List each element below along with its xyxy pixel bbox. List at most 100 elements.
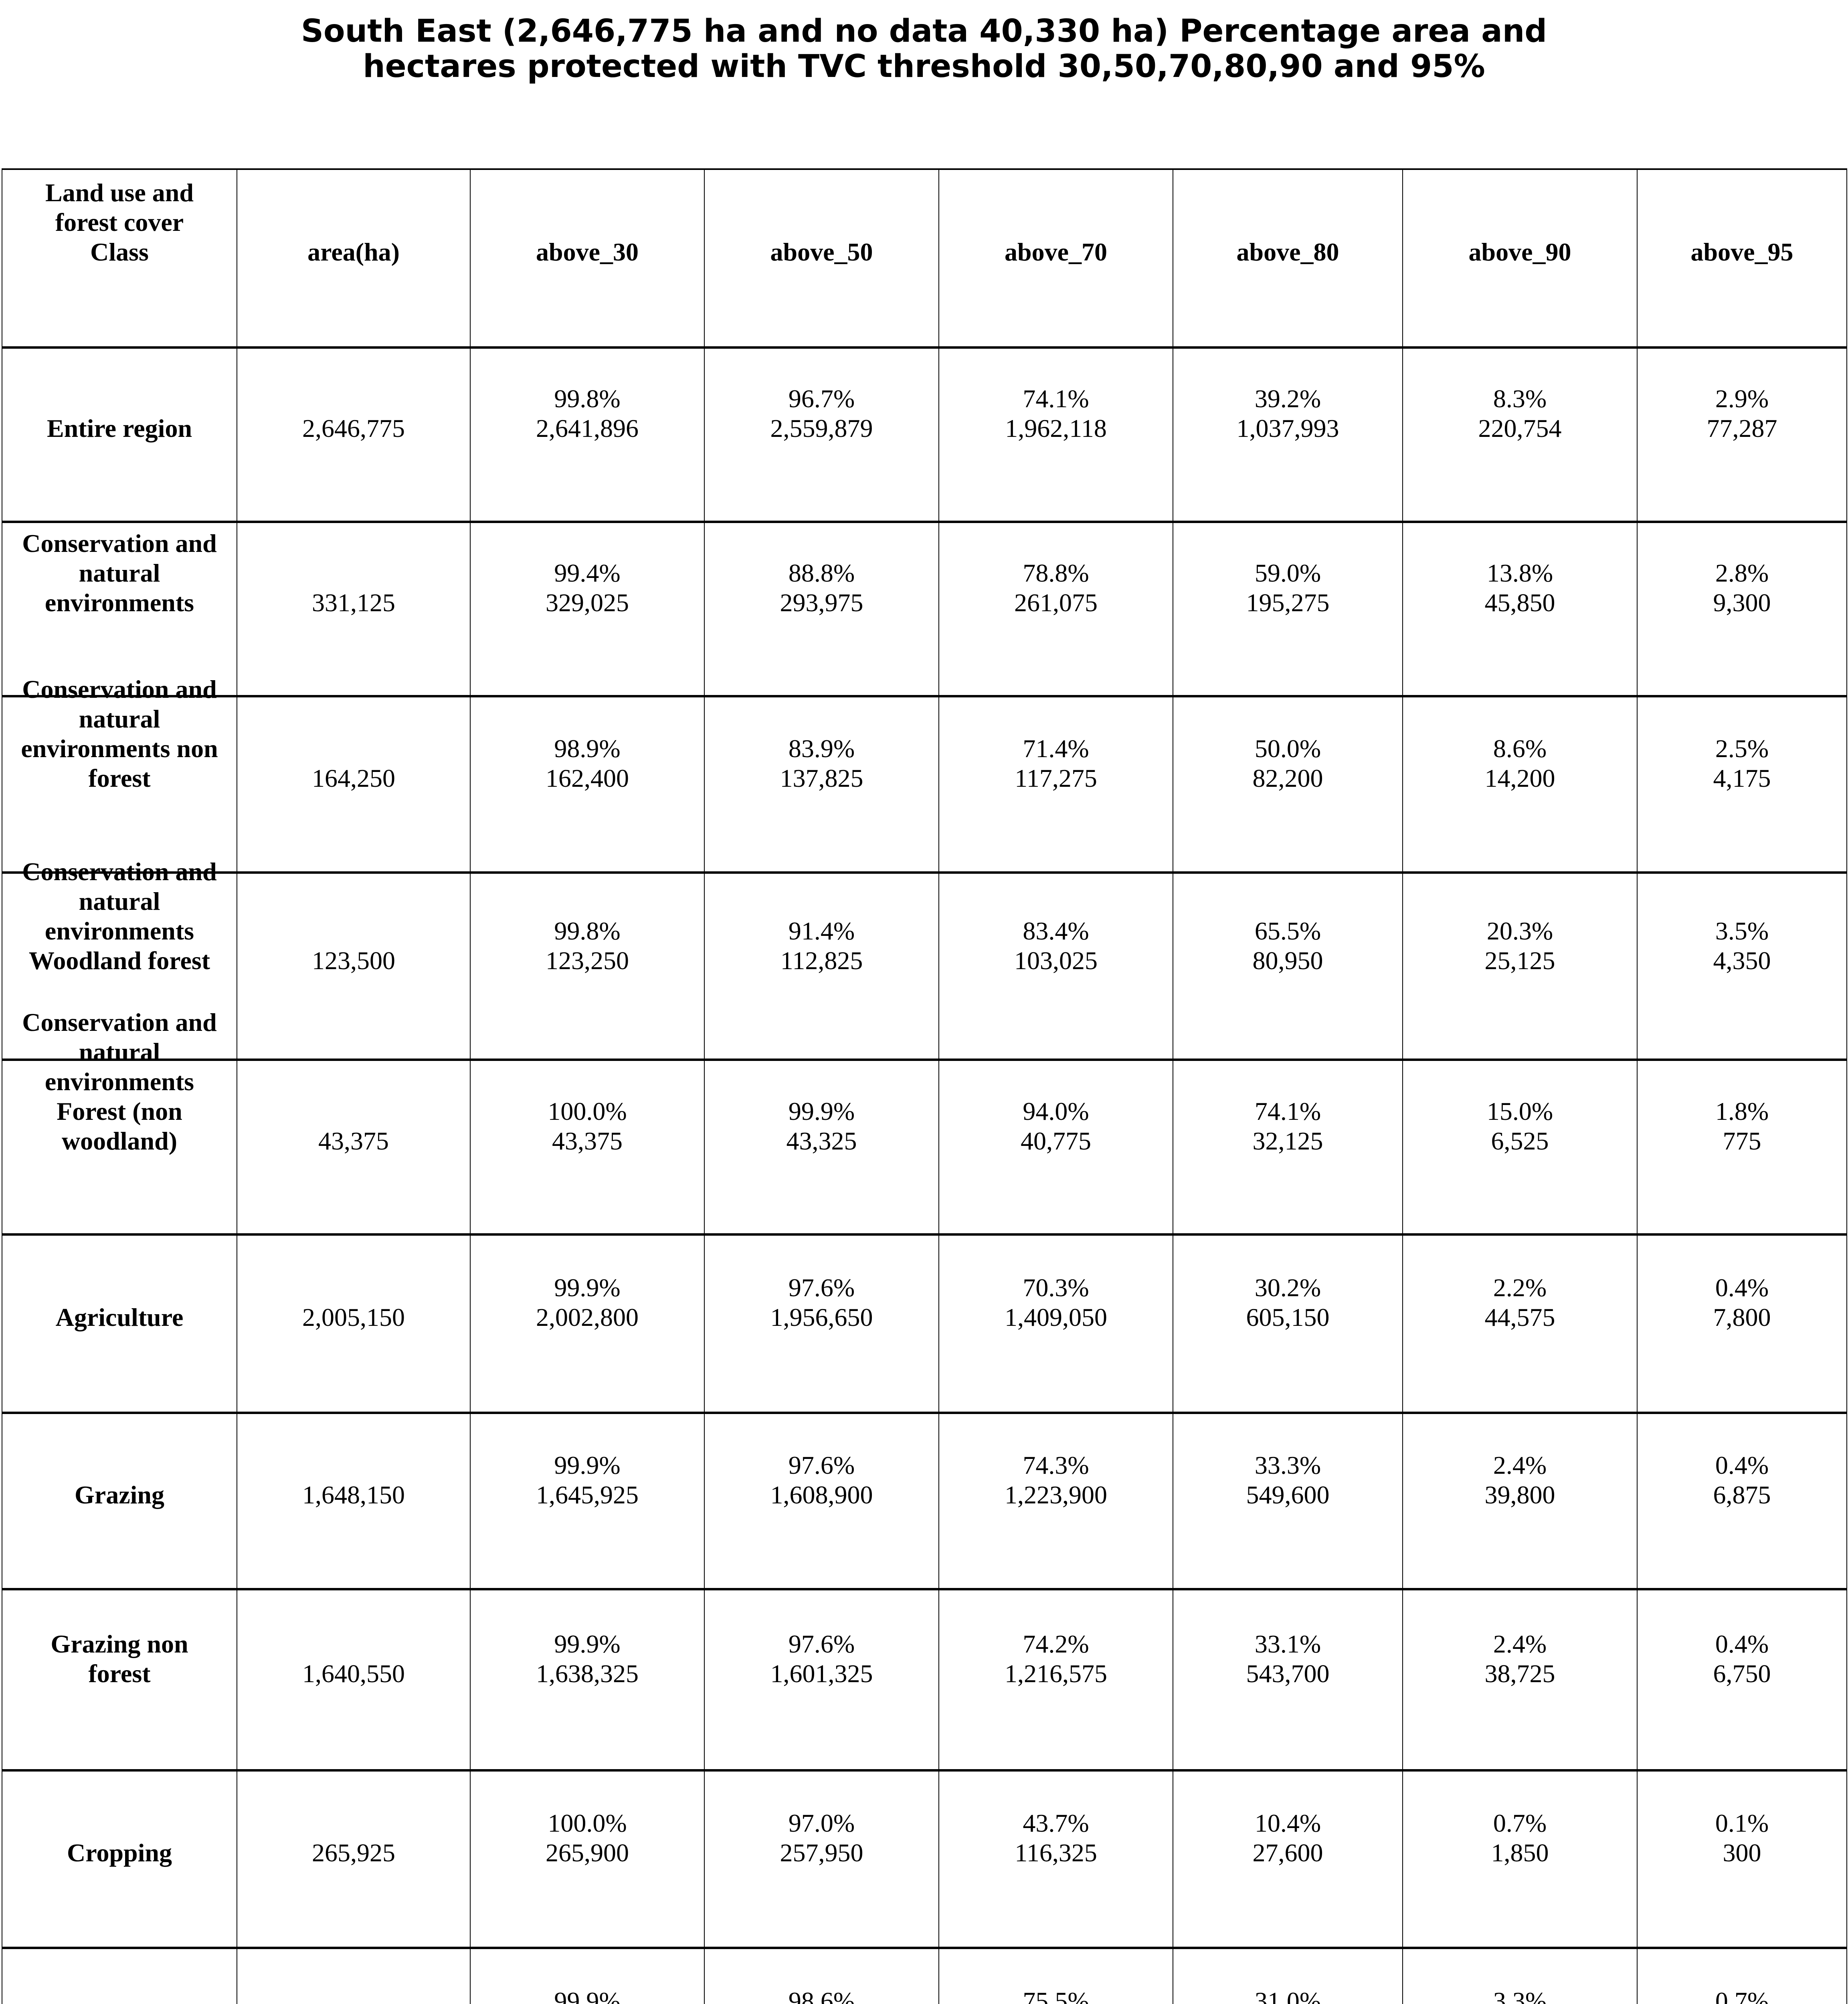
area-value: 2,005,150 xyxy=(302,1303,405,1332)
data-cell: 71.4% 117,275 xyxy=(938,697,1173,871)
row-label-cell: Conservation and natural environments xyxy=(2,523,237,695)
pct-ha-value: 3.5% 4,350 xyxy=(1713,916,1771,975)
row-label-cell: Grazing xyxy=(2,1414,237,1588)
column-header-area: area(ha) xyxy=(237,170,470,346)
area-value: 1,640,550 xyxy=(302,1659,405,1688)
data-cell: 98.9% 162,400 xyxy=(470,697,704,871)
pct-ha-value: 99.9% 2,002,800 xyxy=(536,1273,639,1332)
pct-ha-value: 0.4% 7,800 xyxy=(1713,1273,1771,1332)
row-label-cell: Conservation and natural environments Fo… xyxy=(2,1008,237,1233)
data-cell: 100.0% 265,900 xyxy=(470,1772,704,1947)
pct-ha-value: 0.4% 6,875 xyxy=(1713,1450,1771,1509)
data-cell: 99.9% 1,638,325 xyxy=(470,1590,704,1769)
pct-ha-value: 39.2% 1,037,993 xyxy=(1236,384,1339,442)
pct-ha-value: 15.0% 6,525 xyxy=(1486,1097,1553,1155)
data-cell: 74.1% 1,962,118 xyxy=(938,349,1173,521)
data-cell: 3.5% 4,350 xyxy=(1637,874,1846,1059)
data-cell: 31.0% 27,775 xyxy=(1173,1949,1402,2004)
area-cell: 43,375 xyxy=(237,1061,470,1233)
area-cell: 265,925 xyxy=(237,1772,470,1947)
pct-ha-value: 91.4% 112,825 xyxy=(780,916,863,975)
row-label-cell: Agriculture xyxy=(2,1236,237,1412)
row-label: Conservation and natural environments xyxy=(22,529,217,617)
row-label: Grazing non forest xyxy=(51,1630,188,1688)
pct-ha-value: 50.0% 82,200 xyxy=(1252,734,1323,792)
data-cell: 2.2% 44,575 xyxy=(1402,1236,1637,1412)
pct-ha-value: 83.9% 137,825 xyxy=(780,734,863,792)
pct-ha-value: 98.9% 162,400 xyxy=(546,734,629,792)
area-value: 265,925 xyxy=(312,1838,395,1867)
table-row: Conservation and natural environments 331… xyxy=(2,521,1846,695)
pct-ha-value: 31.0% 27,775 xyxy=(1254,1986,1321,2004)
data-cell: 97.6% 1,956,650 xyxy=(704,1236,938,1412)
page-title-line1: South East (2,646,775 ha and no data 40,… xyxy=(301,13,1547,49)
pct-ha-value: 65.5% 80,950 xyxy=(1252,916,1323,975)
pct-ha-value: 1.8% 775 xyxy=(1715,1097,1769,1155)
data-cell: 0.4% 7,800 xyxy=(1637,1236,1846,1412)
pct-ha-value: 0.4% 6,750 xyxy=(1713,1630,1771,1688)
data-cell: 74.2% 1,216,575 xyxy=(938,1590,1173,1769)
pct-ha-value: 0.1% 300 xyxy=(1715,1809,1769,1867)
table-row: Grazing non forest 1,640,550 99.9% 1,638,3… xyxy=(2,1588,1846,1769)
data-cell: 99.9% 89,425 xyxy=(470,1949,704,2004)
data-cell: 50.0% 82,200 xyxy=(1173,697,1402,871)
pct-ha-value: 2.4% 38,725 xyxy=(1484,1630,1555,1688)
data-cell: 20.3% 25,125 xyxy=(1402,874,1637,1059)
data-cell: 70.3% 1,409,050 xyxy=(938,1236,1173,1412)
page-title: South East (2,646,775 ha and no data 40,… xyxy=(0,0,1848,84)
table-body: Entire region 2,646,775 99.8% 2,641,896 96.… xyxy=(2,346,1846,2004)
table-row: Cropping 265,925 100.0% 265,900 97.0% 257,9… xyxy=(2,1769,1846,1947)
data-cell: 10.4% 27,600 xyxy=(1173,1772,1402,1947)
pct-ha-value: 0.7% 625 xyxy=(1715,1986,1769,2004)
table-row: Conservation and natural environments no… xyxy=(2,675,1846,871)
data-cell: 97.6% 1,601,325 xyxy=(704,1590,938,1769)
data-cell: 97.6% 1,608,900 xyxy=(704,1414,938,1588)
row-label: Cropping xyxy=(67,1838,172,1867)
row-label: Conservation and natural environments Fo… xyxy=(22,1008,217,1155)
data-cell: 98.6% 88,250 xyxy=(704,1949,938,2004)
pct-ha-value: 70.3% 1,409,050 xyxy=(1005,1273,1107,1332)
data-cell: 13.8% 45,850 xyxy=(1402,523,1637,695)
pct-ha-value: 99.8% 2,641,896 xyxy=(536,384,639,442)
row-label: Conservation and natural environments no… xyxy=(21,675,218,792)
pct-ha-value: 74.3% 1,223,900 xyxy=(1005,1450,1107,1509)
data-cell: 39.2% 1,037,993 xyxy=(1173,349,1402,521)
data-cell: 99.4% 329,025 xyxy=(470,523,704,695)
data-cell: 15.0% 6,525 xyxy=(1402,1061,1637,1233)
column-header-above50: above_50 xyxy=(704,170,938,346)
column-header-above70: above_70 xyxy=(938,170,1173,346)
data-cell: 1.8% 775 xyxy=(1637,1061,1846,1233)
pct-ha-value: 100.0% 265,900 xyxy=(546,1809,629,1867)
pct-ha-value: 43.7% 116,325 xyxy=(1015,1809,1097,1867)
area-value: 164,250 xyxy=(312,764,395,792)
row-label: Entire region xyxy=(47,414,192,442)
table-row: Conservation and natural environments Wo… xyxy=(2,857,1846,1059)
column-header-above80: above_80 xyxy=(1173,170,1402,346)
data-cell: 94.0% 40,775 xyxy=(938,1061,1173,1233)
data-cell: 2.4% 38,725 xyxy=(1402,1590,1637,1769)
data-cell: 99.8% 123,250 xyxy=(470,874,704,1059)
data-cell: 8.3% 220,754 xyxy=(1402,349,1637,521)
pct-ha-value: 33.3% 549,600 xyxy=(1246,1450,1330,1509)
data-cell: 78.8% 261,075 xyxy=(938,523,1173,695)
column-header-class: Land use and forest cover Class xyxy=(45,178,194,266)
row-label-cell: Grazing non forest xyxy=(2,1590,237,1769)
pct-ha-value: 98.6% 88,250 xyxy=(788,1986,855,2004)
row-label-cell: Entire region xyxy=(2,349,237,521)
row-label: Grazing xyxy=(75,1480,164,1509)
data-cell: 8.6% 14,200 xyxy=(1402,697,1637,871)
area-value: 2,646,775 xyxy=(302,414,405,442)
pct-ha-value: 74.2% 1,216,575 xyxy=(1005,1630,1107,1688)
data-cell: 83.4% 103,025 xyxy=(938,874,1173,1059)
pct-ha-value: 71.4% 117,275 xyxy=(1015,734,1097,792)
data-cell: 75.5% 67,600 xyxy=(938,1949,1173,2004)
row-label-cell: Conservation and natural environments no… xyxy=(2,675,237,871)
area-cell: 1,648,150 xyxy=(237,1414,470,1588)
table-row: Irrigation89,525 99.9% 89,425 98.6% 88,250… xyxy=(2,1947,1846,2004)
data-cell: 0.4% 6,875 xyxy=(1637,1414,1846,1588)
row-label-cell: Conservation and natural environments Wo… xyxy=(2,857,237,1059)
data-cell: 33.3% 549,600 xyxy=(1173,1414,1402,1588)
data-cell: 97.0% 257,950 xyxy=(704,1772,938,1947)
data-cell: 0.1% 300 xyxy=(1637,1772,1846,1947)
pct-ha-value: 100.0% 43,375 xyxy=(548,1097,627,1155)
